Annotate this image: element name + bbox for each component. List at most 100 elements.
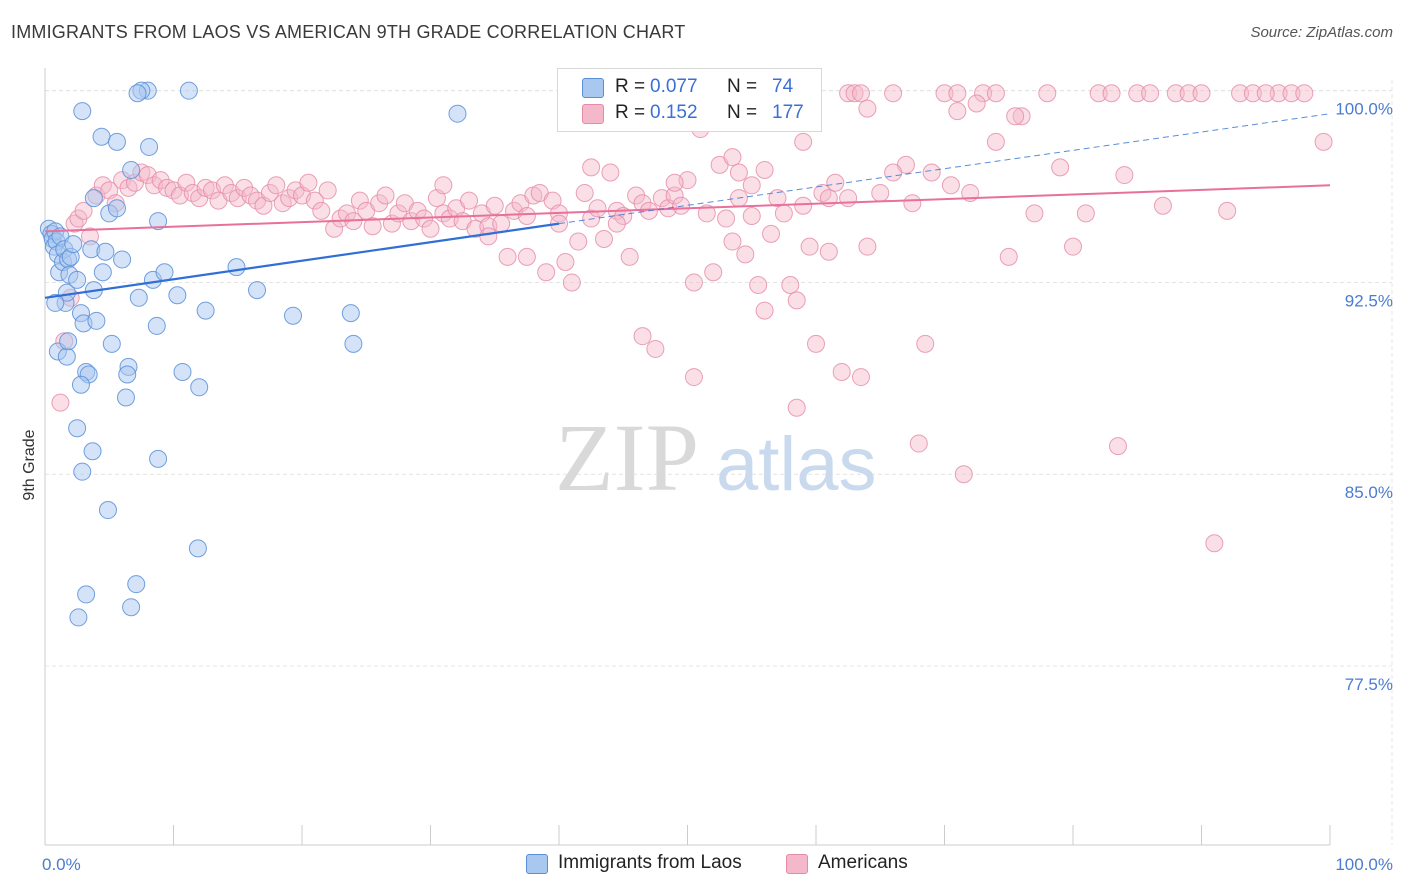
laos-point [107,199,126,218]
laos-point [179,81,198,100]
americans-point [851,368,870,387]
axis-labels: 77.5% 85.0% 92.5% 100.0% 0.0% 100.0% 9th Grade [21,100,1393,874]
americans-point [884,163,903,182]
americans-point [215,176,234,195]
laos-point [248,281,267,300]
americans-point [421,219,440,238]
americans-point [762,224,781,243]
americans-point [1269,84,1288,103]
laos-point [129,288,148,307]
laos-point [71,375,90,394]
laos-point [122,598,141,617]
americans-point [819,242,838,261]
americans-point [742,176,761,195]
americans-point [858,99,877,118]
laos-point [64,235,83,254]
americans-point [787,398,806,417]
americans-point [267,176,286,195]
laos-point [149,212,168,231]
americans-point [1025,204,1044,223]
americans-point [1256,84,1275,103]
americans-point [832,362,851,381]
laos-point [341,304,360,323]
americans-point [1115,166,1134,185]
chart-title: IMMIGRANTS FROM LAOS VS AMERICAN 9TH GRA… [11,22,686,42]
americans-point [537,263,556,282]
americans-point [51,393,70,412]
americans-point [794,132,813,151]
americans-point [588,199,607,218]
correlation-legend: R = 0.077 N = 74 R = 0.152 N = 177 [557,68,822,132]
americans-point [916,334,935,353]
americans-point [556,253,575,272]
americans-point [717,209,736,228]
americans-point [781,276,800,295]
laos-point [107,132,126,151]
laos-point [113,250,132,269]
y-tick-label: 85.0% [1345,483,1393,502]
americans-point [1166,84,1185,103]
americans-point [749,276,768,295]
americans-point [774,204,793,223]
americans-n-value: 177 [772,102,804,123]
americans-point [954,465,973,484]
laos-point [190,378,209,397]
americans-point [935,84,954,103]
americans-point [1153,196,1172,215]
americans-point [1205,534,1224,553]
americans-point [787,291,806,310]
laos-point [87,311,106,330]
bottom-americans-swatch [786,854,808,874]
laos-point [227,258,246,277]
y-tick-label: 92.5% [1345,291,1393,310]
americans-point [755,160,774,179]
americans-n-label: N = [727,102,758,123]
americans-point [492,214,511,233]
americans-points [51,84,1333,553]
y-axis-title: 9th Grade [21,429,38,500]
laos-n-label: N = [727,76,758,97]
americans-point [1314,132,1333,151]
laos-point [96,242,115,261]
laos-r-label: R = [615,76,646,97]
laos-point [448,104,467,123]
laos-n-value: 74 [772,76,794,97]
americans-point [884,84,903,103]
laos-point [73,462,92,481]
americans-point [350,191,369,210]
laos-point [77,585,96,604]
laos-point [155,263,174,282]
americans-point [569,232,588,251]
americans-point [1231,84,1250,103]
americans-point [582,209,601,228]
laos-point [122,160,141,179]
americans-point [460,191,479,210]
watermark-zip: ZIP [555,404,699,511]
grid-lines [45,80,1393,845]
americans-point [479,227,498,246]
americans-point [839,189,858,208]
americans-point [723,148,742,167]
americans-point [742,206,761,225]
laos-point [128,84,147,103]
americans-point [376,186,395,205]
americans-point [235,178,254,197]
laos-point [118,365,137,384]
americans-point [370,194,389,213]
americans-point [941,176,960,195]
americans-point [594,229,613,248]
americans-point [1108,437,1127,456]
americans-point [723,232,742,251]
laos-point [83,442,102,461]
laos-point [69,608,88,627]
americans-point [562,273,581,292]
americans-point [582,158,601,177]
americans-point [768,189,787,208]
laos-point [68,419,87,438]
americans-point [318,181,337,200]
y-tick-label: 100.0% [1335,100,1393,119]
americans-point [851,84,870,103]
americans-r-label: R = [615,102,646,123]
bottom-americans-label: Americans [818,852,908,873]
americans-point [1141,84,1160,103]
